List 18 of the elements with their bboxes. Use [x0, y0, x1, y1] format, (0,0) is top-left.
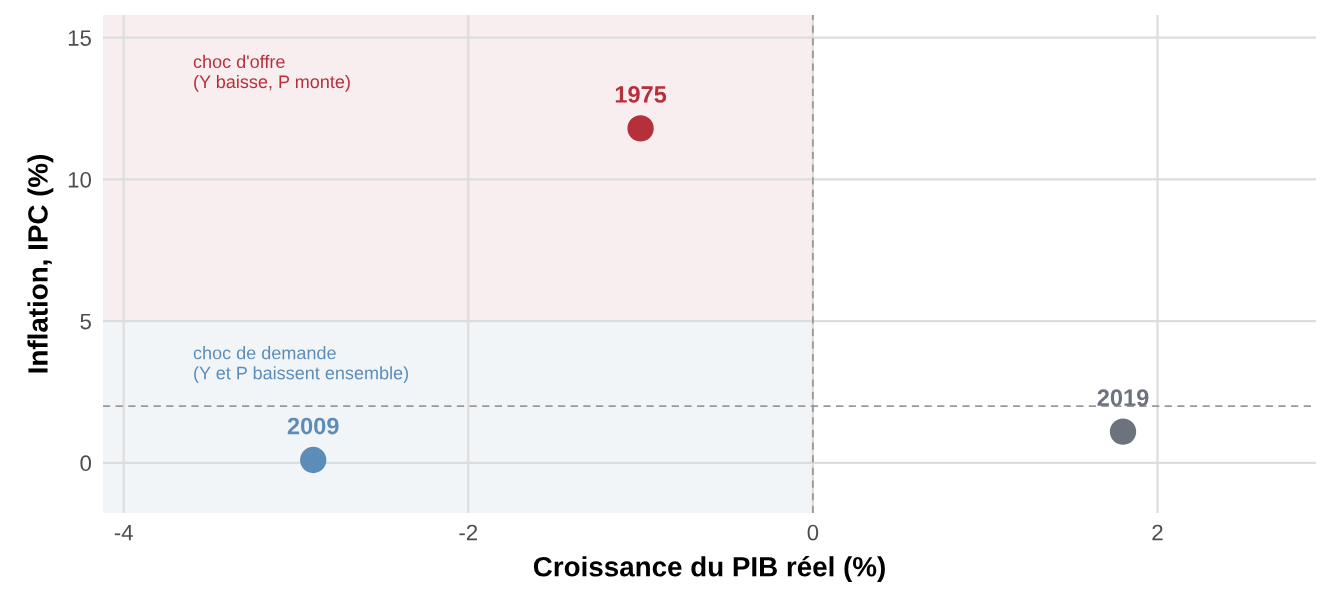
point: [1109, 418, 1137, 445]
band-label: choc d'offre (Y baisse, P monte): [193, 54, 350, 92]
series-label: 2009: [287, 417, 339, 435]
series-label: 1975: [615, 86, 667, 103]
y-axis-title: Inflation, IPC (%): [27, 155, 54, 373]
point: [300, 446, 327, 474]
y-tick-label: 0: [80, 455, 92, 472]
point: [627, 115, 654, 142]
series-label: 2019: [1097, 389, 1149, 407]
x-tick-label: 2: [1152, 524, 1163, 541]
x-tick-label: -4: [114, 524, 133, 541]
x-axis-title: Croissance du PIB réel (%): [533, 555, 885, 583]
x-tick-label: 0: [807, 524, 819, 541]
y-tick-label: 5: [80, 313, 91, 330]
band-label: choc de demande (Y et P baissent ensemble): [193, 346, 409, 383]
x-tick-label: -2: [459, 524, 478, 541]
y-tick-label: 15: [68, 30, 91, 46]
y-tick-label: 10: [68, 171, 92, 188]
